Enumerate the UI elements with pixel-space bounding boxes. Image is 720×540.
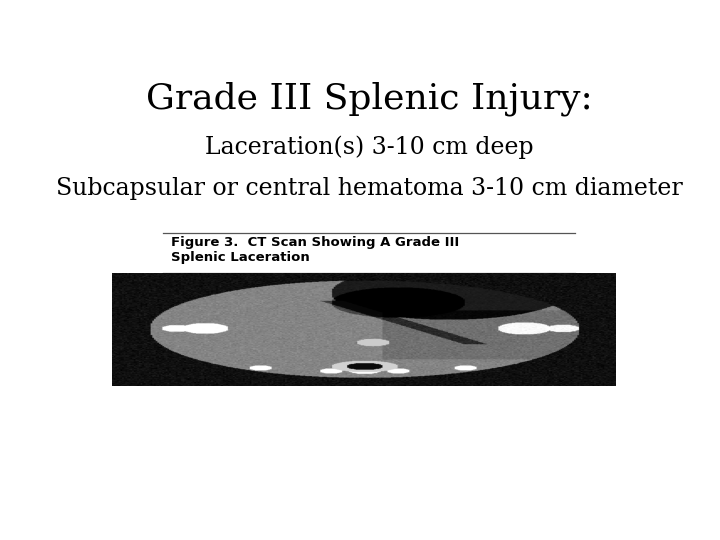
Text: Image courtesy of Dr. Antonio Muñiz.: Image courtesy of Dr. Antonio Muñiz. — [166, 363, 402, 376]
Text: Laceration(s) 3-10 cm deep: Laceration(s) 3-10 cm deep — [204, 136, 534, 159]
Text: Subcapsular or central hematoma 3-10 cm diameter: Subcapsular or central hematoma 3-10 cm … — [55, 177, 683, 200]
Text: Figure 3.  CT Scan Showing A Grade III: Figure 3. CT Scan Showing A Grade III — [171, 236, 459, 249]
Text: Splenic Laceration: Splenic Laceration — [171, 251, 310, 264]
Text: Grade III Splenic Injury:: Grade III Splenic Injury: — [145, 82, 593, 116]
